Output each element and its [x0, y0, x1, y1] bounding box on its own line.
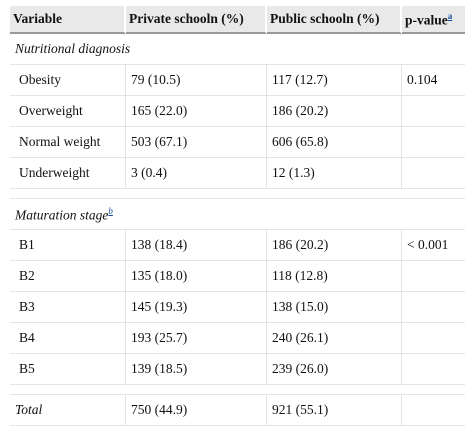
total-label: Total: [10, 395, 126, 426]
table-row: Underweight 3 (0.4) 12 (1.3): [10, 158, 465, 189]
p-value: [402, 323, 465, 354]
table-row: Overweight 165 (22.0) 186 (20.2): [10, 96, 465, 127]
row-label: Obesity: [10, 65, 126, 96]
data-table: Variable Private schooln (%) Public scho…: [10, 6, 465, 426]
row-label: Overweight: [10, 96, 126, 127]
section-title-maturation: Maturation stageb: [10, 199, 465, 230]
p-value: [402, 158, 465, 189]
row-label: B5: [10, 354, 126, 385]
row-label: B4: [10, 323, 126, 354]
table-row: B5 139 (18.5) 239 (26.0): [10, 354, 465, 385]
spacer-row: [10, 385, 465, 395]
table-row: B2 135 (18.0) 118 (12.8): [10, 261, 465, 292]
footnote-link-b[interactable]: b: [108, 205, 113, 216]
p-value: < 0.001: [402, 230, 465, 261]
public-value: 186 (20.2): [267, 96, 402, 127]
public-value: 240 (26.1): [267, 323, 402, 354]
p-value: [402, 292, 465, 323]
section-title-nutritional: Nutritional diagnosis: [10, 34, 465, 65]
public-value: 118 (12.8): [267, 261, 402, 292]
private-value: 135 (18.0): [126, 261, 267, 292]
total-private-value: 750 (44.9): [126, 395, 267, 426]
section-row-nutritional: Nutritional diagnosis: [10, 34, 465, 65]
table-row: Obesity 79 (10.5) 117 (12.7) 0.104: [10, 65, 465, 96]
private-value: 145 (19.3): [126, 292, 267, 323]
header-p-value-label: p-value: [405, 12, 448, 28]
header-private-school: Private schooln (%): [126, 6, 267, 34]
table-row: Normal weight 503 (67.1) 606 (65.8): [10, 127, 465, 158]
p-value: [402, 96, 465, 127]
p-value: [402, 127, 465, 158]
table-row: B4 193 (25.7) 240 (26.1): [10, 323, 465, 354]
header-row: Variable Private schooln (%) Public scho…: [10, 6, 465, 34]
private-value: 139 (18.5): [126, 354, 267, 385]
p-value: [402, 261, 465, 292]
public-value: 606 (65.8): [267, 127, 402, 158]
row-label: B3: [10, 292, 126, 323]
private-value: 3 (0.4): [126, 158, 267, 189]
total-public-value: 921 (55.1): [267, 395, 402, 426]
private-value: 138 (18.4): [126, 230, 267, 261]
row-label: B2: [10, 261, 126, 292]
header-p-value: p-valuea: [402, 6, 465, 34]
header-variable: Variable: [10, 6, 126, 34]
private-value: 193 (25.7): [126, 323, 267, 354]
table-row: B1 138 (18.4) 186 (20.2) < 0.001: [10, 230, 465, 261]
public-value: 239 (26.0): [267, 354, 402, 385]
header-public-school: Public schooln (%): [267, 6, 402, 34]
private-value: 165 (22.0): [126, 96, 267, 127]
private-value: 79 (10.5): [126, 65, 267, 96]
p-value: [402, 354, 465, 385]
section-title-maturation-label: Maturation stage: [15, 207, 109, 223]
row-label: Underweight: [10, 158, 126, 189]
public-value: 186 (20.2): [267, 230, 402, 261]
total-row: Total 750 (44.9) 921 (55.1): [10, 395, 465, 426]
section-row-maturation: Maturation stageb: [10, 199, 465, 230]
public-value: 138 (15.0): [267, 292, 402, 323]
private-value: 503 (67.1): [126, 127, 267, 158]
p-value: 0.104: [402, 65, 465, 96]
table-row: B3 145 (19.3) 138 (15.0): [10, 292, 465, 323]
public-value: 12 (1.3): [267, 158, 402, 189]
public-value: 117 (12.7): [267, 65, 402, 96]
total-p-value: [402, 395, 465, 426]
footnote-link-a[interactable]: a: [447, 10, 453, 21]
spacer-row: [10, 189, 465, 199]
row-label: Normal weight: [10, 127, 126, 158]
row-label: B1: [10, 230, 126, 261]
